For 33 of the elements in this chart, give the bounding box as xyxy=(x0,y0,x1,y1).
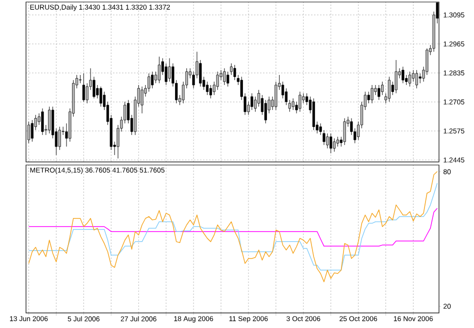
candlestick xyxy=(415,70,418,89)
candlestick xyxy=(206,81,209,96)
candlestick xyxy=(140,86,144,114)
candlestick xyxy=(336,136,340,147)
candlestick xyxy=(381,81,384,96)
candlestick xyxy=(82,73,85,102)
candlestick xyxy=(330,133,332,154)
candlestick xyxy=(370,84,374,104)
candlestick xyxy=(412,70,415,82)
candlestick xyxy=(41,108,44,136)
candlestick xyxy=(223,68,226,86)
candlestick xyxy=(292,98,294,110)
candlestick xyxy=(418,73,422,84)
candlestick xyxy=(326,133,329,149)
candlestick xyxy=(48,106,51,134)
candlestick xyxy=(367,91,370,104)
candlestick xyxy=(298,91,302,112)
candlestick xyxy=(284,88,288,106)
candlestick xyxy=(233,64,236,80)
candlestick xyxy=(378,84,380,100)
candlestick xyxy=(408,71,412,87)
candlestick xyxy=(151,71,154,89)
candlestick xyxy=(394,60,398,94)
candlestick xyxy=(158,56,161,84)
candlestick xyxy=(281,81,284,99)
candlestick xyxy=(343,118,346,146)
candlestick xyxy=(209,84,212,99)
candlestick xyxy=(100,86,102,107)
candlestick xyxy=(402,66,404,84)
candlestick xyxy=(168,58,171,82)
candlestick xyxy=(30,120,34,142)
candlestick xyxy=(388,76,391,102)
candlestick xyxy=(332,138,336,152)
